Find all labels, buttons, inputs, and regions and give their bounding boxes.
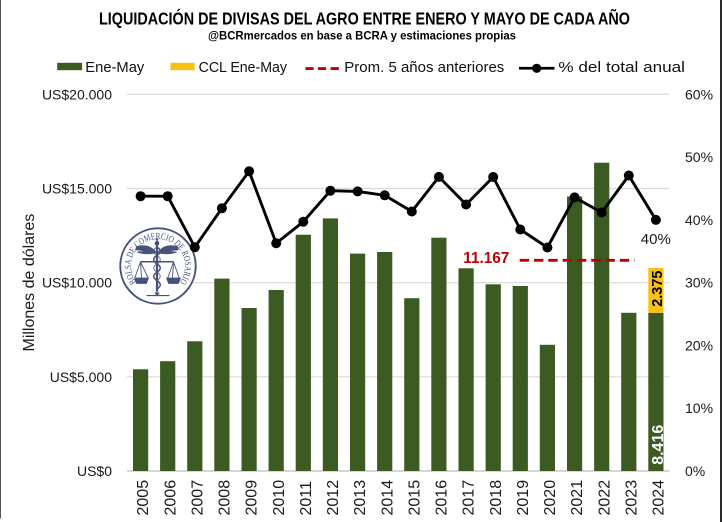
svg-text:2016: 2016: [434, 480, 451, 516]
svg-text:US$0: US$0: [77, 463, 112, 479]
svg-text:Millones de dólares: Millones de dólares: [21, 214, 38, 352]
svg-text:2011: 2011: [298, 481, 315, 516]
svg-text:2009: 2009: [244, 480, 261, 516]
svg-text:2012: 2012: [325, 480, 342, 516]
svg-text:Prom. 5 años anteriores: Prom. 5 años anteriores: [344, 60, 504, 76]
svg-text:% del total anual: % del total anual: [558, 60, 685, 76]
svg-text:40%: 40%: [685, 212, 713, 228]
svg-text:2006: 2006: [162, 480, 179, 516]
svg-text:2018: 2018: [488, 480, 505, 516]
svg-text:US$5.000: US$5.000: [50, 369, 112, 385]
svg-text:2005: 2005: [135, 480, 152, 516]
svg-text:US$20.000: US$20.000: [42, 86, 112, 102]
svg-text:60%: 60%: [685, 86, 713, 102]
svg-text:US$10.000: US$10.000: [42, 275, 112, 291]
svg-text:2014: 2014: [379, 480, 396, 516]
svg-text:2008: 2008: [217, 480, 234, 516]
svg-text:2007: 2007: [189, 480, 206, 516]
svg-text:0%: 0%: [685, 463, 705, 479]
svg-text:2017: 2017: [461, 480, 478, 516]
svg-text:50%: 50%: [685, 149, 713, 165]
svg-text:2.375: 2.375: [650, 271, 666, 307]
svg-text:2024: 2024: [651, 480, 668, 516]
svg-text:2021: 2021: [569, 480, 586, 516]
svg-text:10%: 10%: [685, 400, 713, 416]
svg-text:2015: 2015: [406, 480, 423, 516]
svg-text:Ene-May: Ene-May: [85, 60, 145, 76]
svg-text:2013: 2013: [352, 480, 369, 516]
svg-text:CCL Ene-May: CCL Ene-May: [199, 60, 288, 76]
svg-text:20%: 20%: [685, 337, 713, 353]
svg-text:2010: 2010: [271, 480, 288, 516]
svg-text:LIQUIDACIÓN DE DIVISAS DEL AGR: LIQUIDACIÓN DE DIVISAS DEL AGRO ENTRE EN…: [99, 8, 630, 29]
svg-text:US$15.000: US$15.000: [42, 181, 112, 197]
svg-text:2023: 2023: [623, 480, 640, 516]
svg-text:30%: 30%: [685, 275, 713, 291]
svg-text:40%: 40%: [641, 231, 671, 248]
svg-text:2019: 2019: [515, 480, 532, 516]
svg-text:2020: 2020: [542, 480, 559, 516]
svg-text:@BCRmercados en base a BCRA y: @BCRmercados en base a BCRA y estimacion…: [208, 29, 516, 43]
svg-text:2022: 2022: [596, 480, 613, 516]
svg-text:8.416: 8.416: [650, 425, 667, 465]
svg-text:11.167: 11.167: [463, 250, 509, 267]
